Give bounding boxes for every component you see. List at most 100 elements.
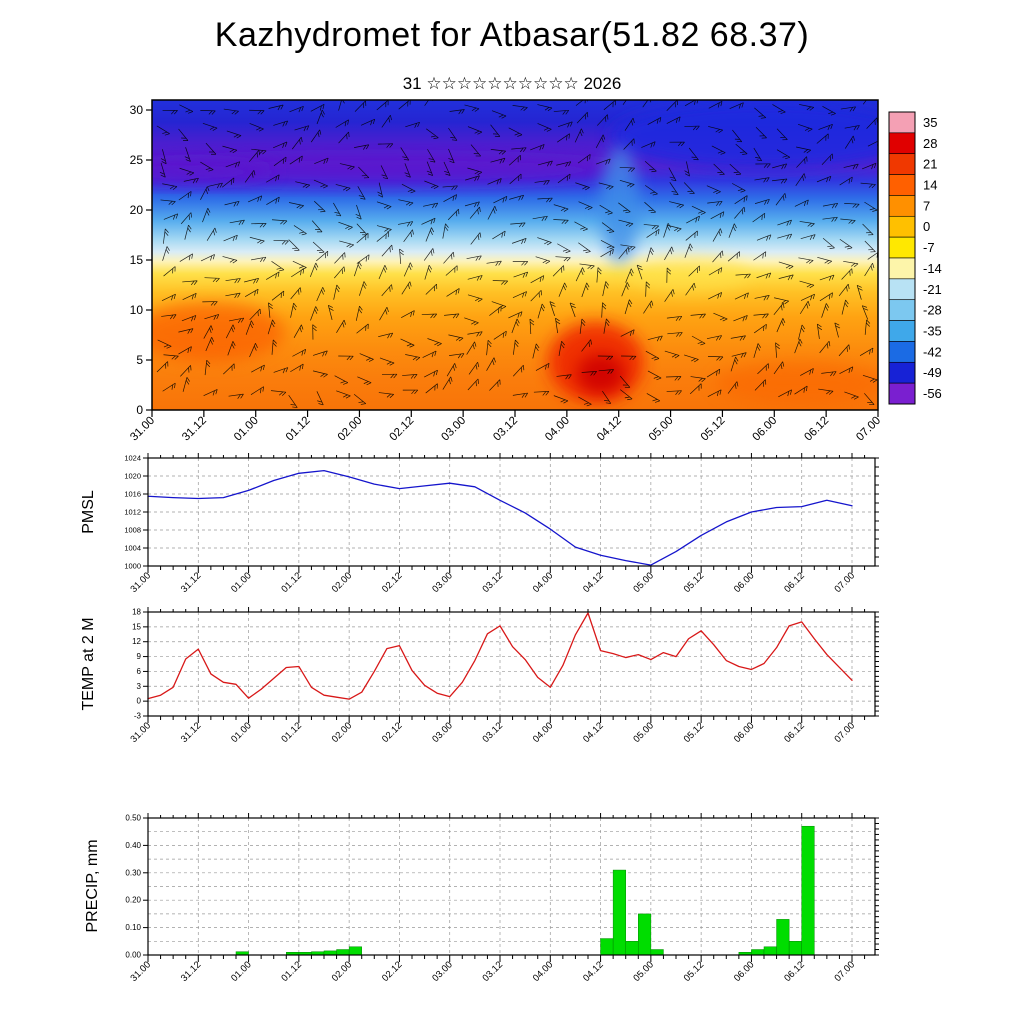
svg-text:-21: -21 xyxy=(923,282,942,297)
svg-text:07.00: 07.00 xyxy=(833,720,858,745)
svg-text:28: 28 xyxy=(923,136,937,151)
svg-text:1000: 1000 xyxy=(124,562,141,571)
svg-text:30: 30 xyxy=(130,103,144,117)
svg-text:06.00: 06.00 xyxy=(732,570,757,595)
svg-text:05.00: 05.00 xyxy=(631,570,656,595)
svg-text:02.12: 02.12 xyxy=(380,959,405,984)
svg-text:12: 12 xyxy=(132,637,141,646)
svg-text:25: 25 xyxy=(130,153,144,167)
svg-text:1016: 1016 xyxy=(124,490,141,499)
svg-text:02.00: 02.00 xyxy=(330,720,355,745)
svg-text:01.12: 01.12 xyxy=(279,959,304,984)
svg-text:1012: 1012 xyxy=(124,508,141,517)
svg-text:05.12: 05.12 xyxy=(682,959,707,984)
svg-text:31.12: 31.12 xyxy=(180,415,209,444)
svg-text:5: 5 xyxy=(136,353,143,367)
svg-text:06.12: 06.12 xyxy=(802,415,831,444)
svg-text:06.12: 06.12 xyxy=(782,720,807,745)
svg-text:02.00: 02.00 xyxy=(330,570,355,595)
svg-text:-7: -7 xyxy=(923,240,935,255)
svg-text:02.00: 02.00 xyxy=(330,959,355,984)
svg-text:03.00: 03.00 xyxy=(430,720,455,745)
svg-text:-14: -14 xyxy=(923,261,942,276)
svg-text:01.12: 01.12 xyxy=(279,570,304,595)
svg-text:6: 6 xyxy=(137,667,142,676)
svg-text:-3: -3 xyxy=(134,712,142,721)
svg-text:31.00: 31.00 xyxy=(129,570,154,595)
svg-text:-56: -56 xyxy=(923,386,942,401)
svg-text:0.40: 0.40 xyxy=(125,841,141,850)
svg-text:1024: 1024 xyxy=(124,454,141,463)
svg-text:04.12: 04.12 xyxy=(595,415,624,444)
svg-text:35: 35 xyxy=(923,115,937,130)
svg-text:02.00: 02.00 xyxy=(336,415,365,444)
svg-text:03.00: 03.00 xyxy=(430,959,455,984)
svg-text:04.00: 04.00 xyxy=(531,959,556,984)
svg-text:1008: 1008 xyxy=(124,526,141,535)
svg-text:18: 18 xyxy=(132,608,141,617)
svg-text:15: 15 xyxy=(130,253,144,267)
svg-text:03.12: 03.12 xyxy=(481,959,506,984)
svg-text:05.12: 05.12 xyxy=(682,720,707,745)
svg-text:06.12: 06.12 xyxy=(782,570,807,595)
svg-text:05.00: 05.00 xyxy=(631,959,656,984)
svg-text:-35: -35 xyxy=(923,324,942,339)
svg-text:14: 14 xyxy=(923,178,937,193)
svg-text:03.12: 03.12 xyxy=(481,570,506,595)
date-subtitle: 31 ☆☆☆☆☆☆☆☆☆☆ 2026 xyxy=(402,74,622,93)
svg-text:31.12: 31.12 xyxy=(179,570,204,595)
svg-text:21: 21 xyxy=(923,157,937,172)
svg-text:04.12: 04.12 xyxy=(581,570,606,595)
svg-text:03.00: 03.00 xyxy=(430,570,455,595)
svg-text:-28: -28 xyxy=(923,303,942,318)
svg-text:01.00: 01.00 xyxy=(229,959,254,984)
svg-text:04.12: 04.12 xyxy=(581,720,606,745)
svg-text:05.00: 05.00 xyxy=(631,720,656,745)
svg-text:15: 15 xyxy=(132,622,141,631)
svg-text:07.00: 07.00 xyxy=(833,570,858,595)
precip-axis-label: PRECIP, mm xyxy=(84,839,101,932)
svg-text:0: 0 xyxy=(136,403,143,417)
svg-text:07.00: 07.00 xyxy=(854,415,883,444)
svg-text:1004: 1004 xyxy=(124,544,141,553)
colorbar: 35 28 21 14 7 0 -7 -14 -21 -28 -35 -42 -49 -56 xyxy=(888,111,942,405)
svg-text:02.12: 02.12 xyxy=(380,720,405,745)
svg-text:02.12: 02.12 xyxy=(380,570,405,595)
svg-text:04.12: 04.12 xyxy=(581,959,606,984)
svg-text:06.00: 06.00 xyxy=(751,415,780,444)
svg-text:04.00: 04.00 xyxy=(531,720,556,745)
svg-text:1020: 1020 xyxy=(124,472,141,481)
svg-text:05.00: 05.00 xyxy=(647,415,676,444)
svg-text:01.12: 01.12 xyxy=(279,720,304,745)
svg-text:01.00: 01.00 xyxy=(229,570,254,595)
pmsl-axis-label: PMSL xyxy=(80,490,97,534)
svg-text:20: 20 xyxy=(130,203,144,217)
svg-text:0: 0 xyxy=(923,219,930,234)
svg-text:-42: -42 xyxy=(923,344,942,359)
svg-text:06.00: 06.00 xyxy=(732,959,757,984)
svg-text:02.12: 02.12 xyxy=(388,415,417,444)
svg-text:10: 10 xyxy=(130,303,144,317)
svg-text:0.00: 0.00 xyxy=(125,951,141,960)
svg-text:04.00: 04.00 xyxy=(543,415,572,444)
svg-text:31.12: 31.12 xyxy=(179,720,204,745)
svg-text:01.00: 01.00 xyxy=(229,720,254,745)
svg-text:05.12: 05.12 xyxy=(699,415,728,444)
temp-panel: -3 0 3 6 9 12 15 18 31.00 31.12 01.00 01.12 02.00 02.… xyxy=(129,607,879,745)
svg-text:7: 7 xyxy=(923,198,930,213)
wind-barbs xyxy=(156,100,878,408)
pmsl-panel: 1000 1004 1008 1012 1016 1020 1024 31.00 31.12 01… xyxy=(124,453,879,595)
svg-text:0.50: 0.50 xyxy=(125,814,141,823)
svg-text:31.12: 31.12 xyxy=(179,959,204,984)
precip-panel: 0.00 0.10 0.20 0.30 0.40 0.50 31.00 31.12 01.00 0… xyxy=(125,813,879,984)
svg-text:9: 9 xyxy=(137,652,142,661)
svg-text:-49: -49 xyxy=(923,365,942,380)
svg-text:03.12: 03.12 xyxy=(481,720,506,745)
svg-text:01.00: 01.00 xyxy=(232,415,261,444)
svg-text:0.20: 0.20 xyxy=(125,896,141,905)
svg-text:04.00: 04.00 xyxy=(531,570,556,595)
svg-text:07.00: 07.00 xyxy=(833,959,858,984)
svg-text:05.12: 05.12 xyxy=(682,570,707,595)
